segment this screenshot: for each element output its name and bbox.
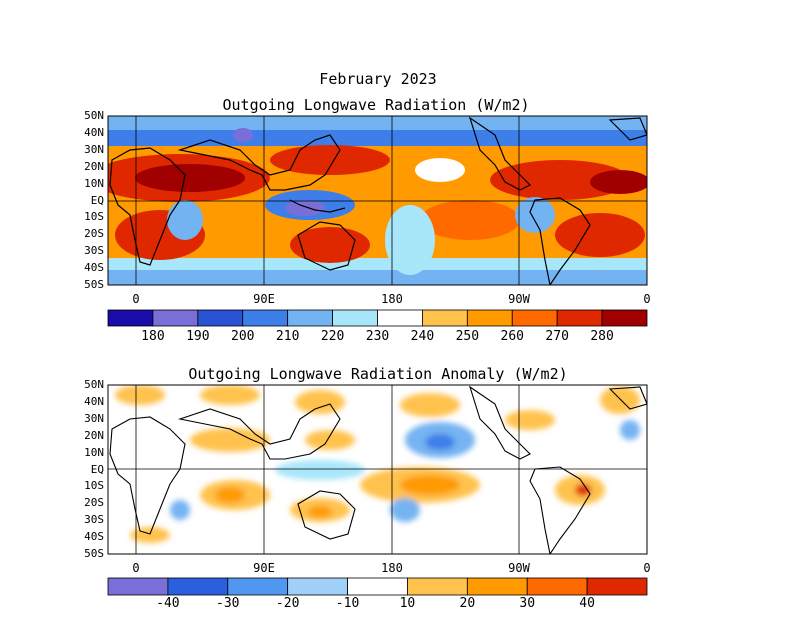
colorbar-swatch [167, 577, 229, 596]
colorbar-swatch [107, 577, 169, 596]
colorbar-tick-label: 210 [275, 329, 300, 344]
anomaly-map-title: Outgoing Longwave Radiation Anomaly (W/m… [188, 365, 568, 383]
lat-tick-label: 40S [84, 261, 104, 275]
colorbar-tick-label: 200 [231, 329, 255, 344]
colorbar-swatch [601, 309, 648, 327]
colorbar-swatch [422, 309, 468, 327]
olr-colorbar [107, 309, 648, 327]
colorbar-tick-label: -20 [275, 596, 300, 611]
lat-tick-label: 20S [84, 227, 104, 241]
lon-tick-label: 90E [253, 292, 275, 306]
anomaly-colorbar [107, 577, 648, 596]
lat-tick-label: EQ [90, 193, 104, 207]
colorbar-swatch [332, 309, 378, 327]
colorbar-swatch [287, 309, 333, 327]
month-title: February 2023 [319, 70, 437, 88]
lon-tick-label: 0 [643, 561, 651, 575]
colorbar-tick-label: 270 [545, 329, 569, 344]
lat-tick-label: 30S [84, 513, 104, 527]
colorbar-tick-label: 30 [519, 596, 536, 611]
colorbar-swatch [347, 577, 408, 596]
colorbar-tick-label: 190 [186, 329, 210, 344]
lat-tick-label: 50S [84, 278, 104, 291]
lat-tick-label: 40N [84, 125, 104, 139]
lat-tick-label: 30N [84, 411, 104, 425]
colorbar-tick-label: 260 [500, 329, 524, 344]
colorbar-swatch [287, 577, 348, 596]
colorbar-swatch [466, 577, 528, 596]
colorbar-tick-label: 40 [579, 596, 595, 611]
colorbar-swatch [511, 309, 558, 327]
lat-tick-label: 50S [84, 547, 104, 560]
colorbar-tick-label: 180 [141, 329, 165, 344]
colorbar-swatch [556, 309, 603, 327]
colorbar-tick-label: 20 [459, 596, 476, 611]
lon-tick-label: 0 [132, 292, 140, 306]
olr-map [108, 116, 647, 285]
lat-tick-label: 20N [84, 159, 104, 173]
olr-grid [108, 116, 647, 285]
lon-tick-label: 0 [643, 292, 651, 306]
lon-tick-label: 180 [381, 292, 403, 306]
colorbar-tick-label: 250 [455, 329, 480, 344]
lon-tick-label: 90E [253, 561, 275, 575]
colorbar-tick-label: 280 [590, 329, 614, 344]
anomaly-map [108, 385, 647, 554]
colorbar-swatch [107, 309, 154, 327]
lon-tick-label: 90W [508, 292, 530, 306]
colorbar-tick-label: 240 [410, 329, 435, 344]
lon-tick-label: 180 [381, 561, 403, 575]
lat-tick-label: 30N [84, 142, 104, 156]
colorbar-tick-label: 220 [320, 329, 345, 344]
colorbar-swatch [407, 577, 468, 596]
colorbar-swatch [377, 309, 423, 327]
lat-tick-label: EQ [90, 462, 104, 476]
lat-tick-label: 10N [84, 176, 104, 190]
lon-tick-label: 90W [508, 561, 530, 575]
lat-tick-label: 20N [84, 428, 104, 442]
lat-tick-label: 40N [84, 394, 104, 408]
colorbar-swatch [152, 309, 199, 327]
lat-tick-label: 50N [84, 109, 104, 122]
olr-map-title: Outgoing Longwave Radiation (W/m2) [222, 96, 530, 114]
olr-coastlines [109, 116, 647, 285]
anomaly-coastlines [109, 385, 647, 554]
colorbar-swatch [242, 309, 289, 327]
colorbar-tick-label: -40 [156, 596, 180, 611]
colorbar-swatch [466, 309, 513, 327]
lat-tick-label: 10S [84, 210, 104, 224]
colorbar-swatch [227, 577, 289, 596]
lat-tick-label: 10S [84, 479, 104, 493]
colorbar-swatch [526, 577, 588, 596]
colorbar-tick-label: -30 [216, 596, 240, 611]
anomaly-grid [108, 385, 647, 554]
colorbar-tick-label: 10 [399, 596, 416, 611]
colorbar-tick-label: -10 [335, 596, 360, 611]
lat-tick-label: 40S [84, 530, 104, 544]
lat-tick-label: 20S [84, 496, 104, 510]
colorbar-tick-label: 230 [365, 329, 390, 344]
lon-tick-label: 0 [132, 561, 140, 575]
lat-tick-label: 30S [84, 244, 104, 258]
lat-tick-label: 50N [84, 378, 104, 391]
lat-tick-label: 10N [84, 445, 104, 459]
colorbar-swatch [586, 577, 648, 596]
colorbar-swatch [197, 309, 244, 327]
